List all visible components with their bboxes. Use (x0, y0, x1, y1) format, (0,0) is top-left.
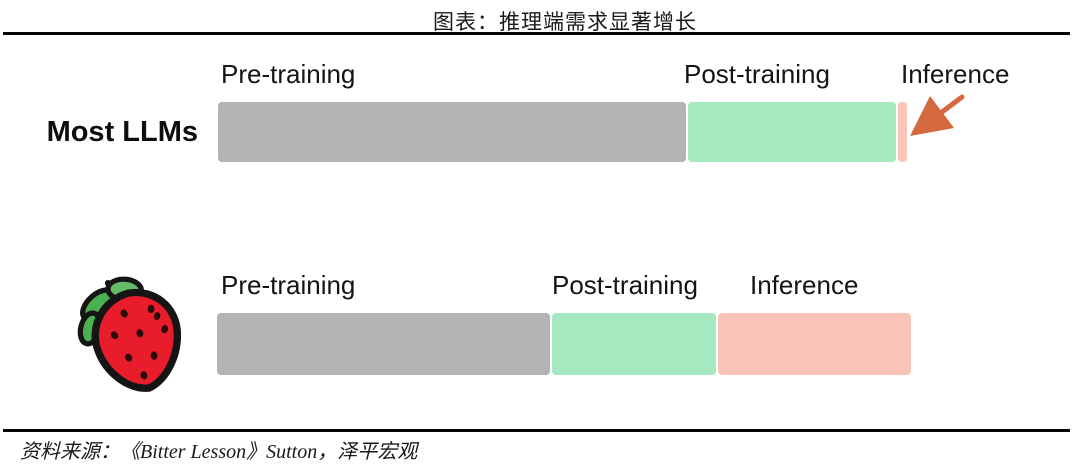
top-divider (3, 32, 1070, 35)
inference-arrow-icon (910, 94, 965, 136)
bar-segment-row2-inference (718, 313, 911, 375)
source-note: 资料来源：《Bitter Lesson》Sutton，泽平宏观 (20, 441, 418, 463)
bar-strawberry-model (217, 313, 911, 375)
bar-most-llms (218, 102, 908, 162)
bar-segment-row2-pretraining (217, 313, 550, 375)
segment-label-row2-pretraining: Pre-training (221, 270, 356, 300)
bottom-divider (3, 429, 1070, 432)
bar-segment-row1-posttraining (688, 102, 896, 162)
strawberry-icon (77, 276, 182, 392)
segment-label-row1-pretraining: Pre-training (221, 59, 356, 89)
segment-label-row2-inference: Inference (750, 270, 859, 300)
segment-label-row2-posttraining: Post-training (552, 270, 698, 300)
page-title: 图表：推理端需求显著增长 (433, 10, 697, 34)
bar-segment-row1-inference (898, 102, 907, 162)
segment-label-row1-inference: Inference (901, 59, 1010, 89)
bar-segment-row2-posttraining (552, 313, 716, 375)
bar-segment-row1-pretraining (218, 102, 686, 162)
segment-label-row1-posttraining: Post-training (684, 59, 830, 89)
row-label-most-llms: Most LLMs (46, 116, 198, 148)
